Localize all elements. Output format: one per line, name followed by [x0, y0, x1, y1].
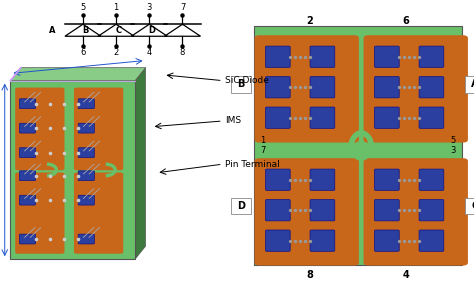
Polygon shape [10, 68, 146, 81]
FancyBboxPatch shape [465, 76, 474, 92]
FancyBboxPatch shape [74, 88, 123, 170]
FancyBboxPatch shape [78, 234, 94, 244]
FancyBboxPatch shape [419, 46, 444, 67]
FancyBboxPatch shape [78, 148, 94, 158]
FancyBboxPatch shape [364, 158, 468, 266]
FancyBboxPatch shape [265, 200, 290, 221]
FancyBboxPatch shape [78, 99, 94, 109]
FancyBboxPatch shape [15, 173, 64, 254]
FancyBboxPatch shape [74, 173, 123, 254]
Text: C: C [116, 26, 122, 35]
FancyBboxPatch shape [310, 230, 335, 251]
FancyBboxPatch shape [310, 107, 335, 128]
Text: A: A [49, 26, 55, 35]
Text: 7: 7 [260, 146, 265, 155]
FancyBboxPatch shape [310, 169, 335, 190]
Text: 6: 6 [402, 16, 409, 26]
FancyBboxPatch shape [265, 46, 290, 67]
Text: 6: 6 [80, 48, 86, 57]
FancyBboxPatch shape [78, 123, 94, 133]
Text: 4: 4 [402, 270, 409, 280]
FancyBboxPatch shape [19, 195, 36, 205]
FancyBboxPatch shape [19, 234, 36, 244]
Text: 5: 5 [450, 136, 456, 145]
FancyBboxPatch shape [78, 195, 94, 205]
FancyBboxPatch shape [19, 99, 36, 109]
Text: 8: 8 [180, 48, 185, 57]
FancyBboxPatch shape [419, 169, 444, 190]
Text: 2: 2 [307, 16, 313, 26]
Text: C: C [471, 201, 474, 211]
Text: 1: 1 [113, 3, 119, 12]
Text: D: D [148, 26, 155, 35]
FancyBboxPatch shape [374, 169, 399, 190]
FancyBboxPatch shape [255, 158, 359, 266]
Text: 7: 7 [180, 3, 185, 12]
FancyBboxPatch shape [374, 107, 399, 128]
FancyBboxPatch shape [419, 107, 444, 128]
Text: 3: 3 [450, 146, 456, 155]
FancyBboxPatch shape [78, 171, 94, 181]
Polygon shape [135, 68, 146, 259]
FancyBboxPatch shape [15, 88, 64, 170]
FancyBboxPatch shape [419, 77, 444, 98]
FancyBboxPatch shape [310, 200, 335, 221]
FancyBboxPatch shape [254, 26, 462, 265]
FancyBboxPatch shape [19, 171, 36, 181]
Text: 8: 8 [307, 270, 313, 280]
FancyBboxPatch shape [364, 35, 468, 143]
FancyBboxPatch shape [19, 123, 36, 133]
Text: IMS: IMS [225, 116, 241, 126]
FancyBboxPatch shape [265, 77, 290, 98]
FancyBboxPatch shape [419, 230, 444, 251]
Text: B: B [237, 79, 245, 90]
FancyBboxPatch shape [265, 107, 290, 128]
FancyBboxPatch shape [465, 198, 474, 215]
FancyBboxPatch shape [19, 148, 36, 158]
Text: SiC Diode: SiC Diode [225, 76, 269, 85]
FancyBboxPatch shape [231, 76, 251, 92]
Text: 5: 5 [80, 3, 86, 12]
FancyBboxPatch shape [419, 200, 444, 221]
Text: 4: 4 [146, 48, 152, 57]
Text: 2: 2 [113, 48, 119, 57]
FancyBboxPatch shape [310, 77, 335, 98]
Text: A: A [471, 79, 474, 90]
Text: B: B [82, 26, 89, 35]
FancyBboxPatch shape [231, 198, 251, 215]
FancyBboxPatch shape [265, 230, 290, 251]
FancyBboxPatch shape [374, 46, 399, 67]
Text: D: D [237, 201, 245, 211]
FancyBboxPatch shape [255, 35, 359, 143]
FancyBboxPatch shape [374, 230, 399, 251]
Text: 3: 3 [146, 3, 152, 12]
Bar [10, 81, 135, 259]
FancyBboxPatch shape [310, 46, 335, 67]
Text: Pin Terminal: Pin Terminal [225, 160, 280, 169]
FancyBboxPatch shape [374, 77, 399, 98]
Text: 1: 1 [260, 136, 265, 145]
FancyBboxPatch shape [265, 169, 290, 190]
FancyBboxPatch shape [374, 200, 399, 221]
